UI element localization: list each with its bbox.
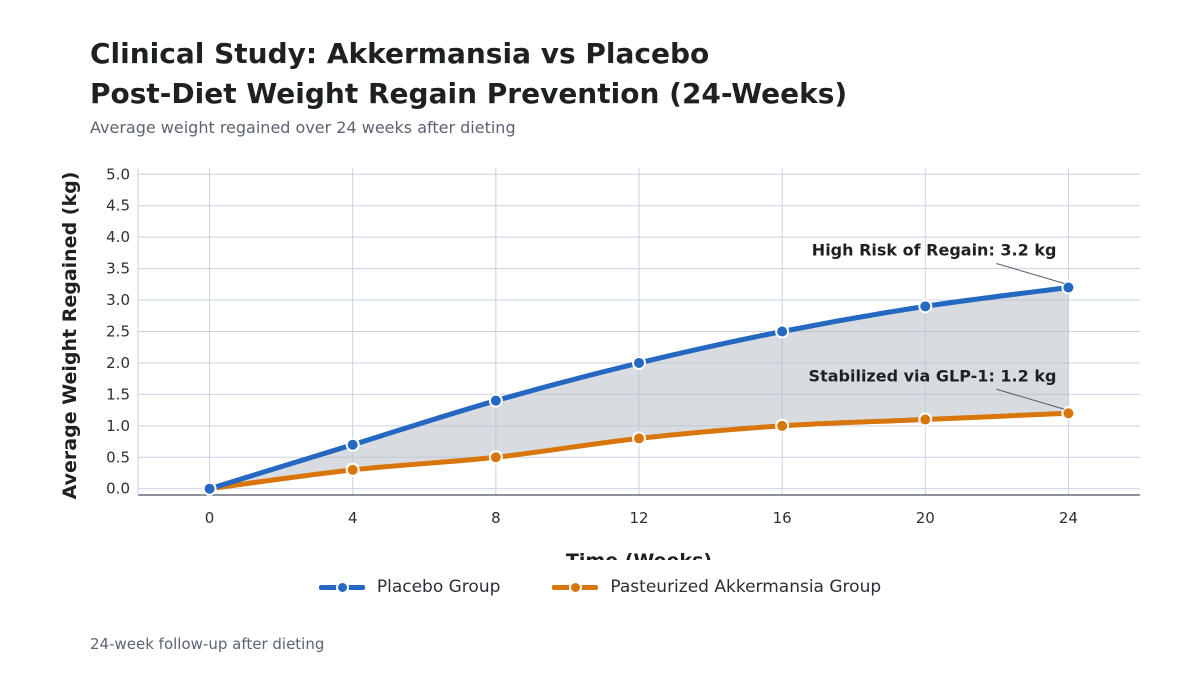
data-point-akkermansia: [488, 450, 503, 465]
y-tick-label: 0.0: [106, 480, 130, 498]
legend-marker-akkermansia: [569, 580, 583, 594]
x-tick-label: 4: [348, 509, 358, 527]
annotation-placebo: High Risk of Regain: 3.2 kg: [812, 240, 1057, 259]
legend-item-akkermansia[interactable]: Pasteurized Akkermansia Group: [552, 577, 881, 597]
legend-swatch-akkermansia: [552, 580, 599, 594]
data-point-placebo: [632, 355, 646, 370]
x-tick-label: 8: [491, 509, 501, 527]
data-point-placebo: [775, 324, 790, 339]
gap-fill-area: [209, 287, 1069, 489]
legend: Placebo Group Pasteurized Akkermansia Gr…: [0, 577, 1200, 597]
x-tick-label: 24: [1059, 509, 1078, 527]
legend-marker-placebo: [335, 580, 349, 594]
x-tick-label: 12: [629, 509, 648, 527]
data-point-akkermansia: [918, 412, 933, 427]
x-tick-label: 16: [773, 509, 792, 527]
line-chart: 0.0 0.5 1.0 1.5 2.0 2.5 3.0 3.5 4.0 4.5 5.0 0 4 8 12 16…: [59, 165, 1140, 560]
data-point-placebo: [918, 299, 933, 314]
data-point-akkermansia: [775, 418, 790, 433]
footnote: 24-week follow-up after dieting: [90, 635, 325, 653]
title-line-2: Post-Diet Weight Regain Prevention (24-W…: [90, 77, 848, 110]
legend-label-akkermansia: Pasteurized Akkermansia Group: [610, 577, 882, 597]
y-tick-label: 2.0: [106, 354, 130, 372]
chart-subtitle: Average weight regained over 24 weeks af…: [90, 118, 516, 137]
data-point-placebo: [202, 481, 217, 496]
annotation-arrow: [996, 263, 1065, 284]
y-axis-title: Average Weight Regained (kg): [59, 172, 81, 500]
legend-label-placebo: Placebo Group: [376, 577, 501, 597]
y-tick-label: 0.5: [106, 448, 130, 466]
legend-swatch-placebo: [318, 580, 365, 594]
y-tick-label: 4.5: [106, 197, 130, 215]
data-point-akkermansia: [632, 431, 646, 446]
legend-item-placebo[interactable]: Placebo Group: [318, 577, 501, 597]
y-tick-label: 1.0: [106, 417, 130, 435]
y-tick-label: 5.0: [106, 165, 130, 183]
annotation-arrow: [996, 388, 1065, 410]
data-point-akkermansia: [1061, 406, 1076, 421]
title-line-1: Clinical Study: Akkermansia vs Placebo: [90, 37, 710, 70]
x-axis-title: Time (Weeks): [566, 550, 712, 560]
y-tick-label: 1.5: [106, 385, 130, 403]
y-tick-label: 3.0: [106, 291, 130, 309]
annotation-akkermansia: Stabilized via GLP-1: 1.2 kg: [809, 366, 1057, 385]
data-point-placebo: [345, 437, 360, 452]
y-tick-label: 4.0: [106, 228, 130, 246]
x-tick-label: 20: [916, 509, 935, 527]
data-point-placebo: [488, 393, 503, 408]
y-tick-label: 3.5: [106, 260, 130, 278]
data-point-placebo: [1061, 280, 1076, 295]
x-tick-label: 0: [205, 509, 215, 527]
chart-title: Clinical Study: Akkermansia vs Placebo P…: [90, 34, 847, 114]
y-tick-label: 2.5: [106, 323, 130, 341]
data-point-akkermansia: [345, 462, 360, 477]
